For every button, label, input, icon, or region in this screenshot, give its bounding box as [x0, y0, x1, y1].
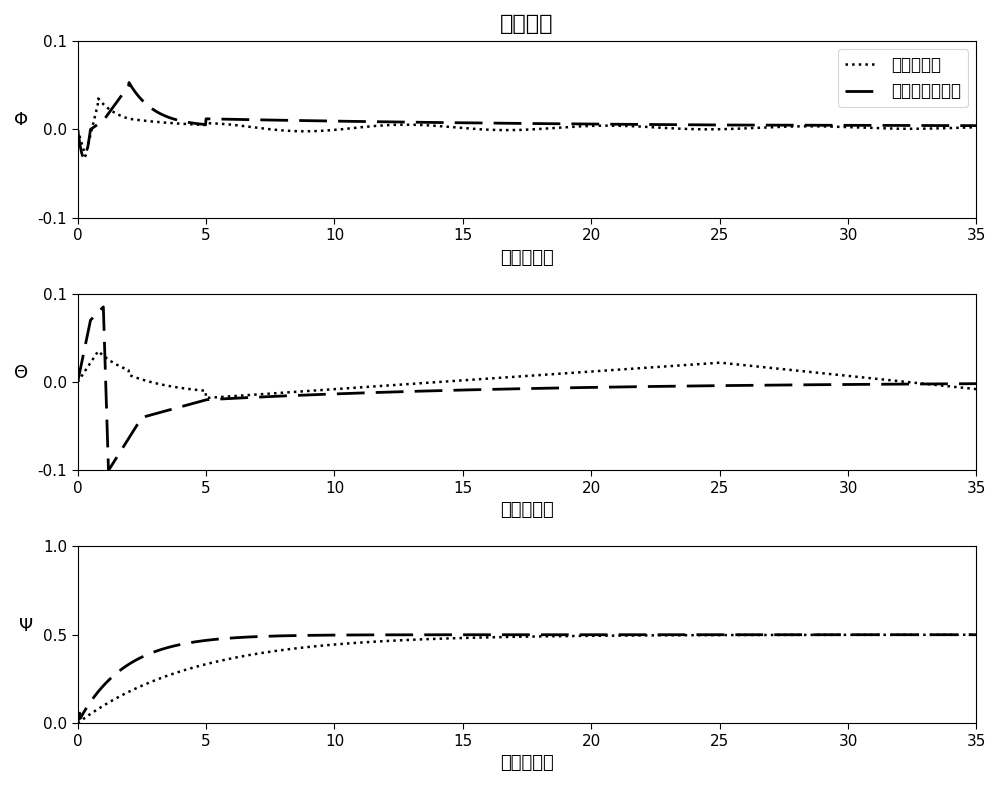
线性滑模面	[971, 123, 983, 132]
快速终端滑模面	[344, 630, 356, 640]
线性滑模面	[887, 630, 899, 640]
快速终端滑模面	[177, 402, 189, 411]
线性滑模面	[72, 718, 84, 728]
线性滑模面	[79, 151, 91, 160]
线性滑模面	[176, 384, 188, 393]
线性滑模面	[344, 638, 356, 648]
线性滑模面	[92, 94, 104, 103]
快速终端滑模面	[301, 116, 313, 126]
快速终端滑模面	[123, 78, 135, 87]
Line: 快速终端滑模面: 快速终端滑模面	[78, 307, 977, 471]
Y-axis label: Θ: Θ	[14, 364, 28, 382]
快速终端滑模面	[114, 666, 126, 675]
X-axis label: 时间（秒）: 时间（秒）	[500, 754, 554, 772]
快速终端滑模面	[862, 380, 874, 389]
线性滑模面	[971, 630, 983, 640]
快速终端滑模面	[300, 630, 312, 640]
快速终端滑模面	[115, 446, 127, 456]
快速终端滑模面	[301, 391, 313, 400]
线性滑模面	[345, 123, 357, 133]
线性滑模面	[971, 384, 983, 394]
快速终端滑模面	[971, 379, 983, 388]
线性滑模面	[200, 393, 212, 402]
Title: 姿态跟踪: 姿态跟踪	[500, 14, 554, 34]
线性滑模面	[114, 692, 126, 701]
快速终端滑模面	[97, 302, 109, 311]
Line: 线性滑模面: 线性滑模面	[78, 98, 977, 156]
快速终端滑模面	[114, 93, 126, 102]
快速终端滑模面	[176, 640, 188, 649]
线性滑模面	[862, 373, 874, 383]
快速终端滑模面	[862, 121, 874, 130]
快速终端滑模面	[177, 116, 189, 126]
线性滑模面	[300, 642, 312, 652]
线性滑模面	[888, 376, 900, 385]
X-axis label: 时间（秒）: 时间（秒）	[500, 249, 554, 266]
线性滑模面	[177, 119, 189, 129]
X-axis label: 时间（秒）: 时间（秒）	[500, 501, 554, 520]
快速终端滑模面	[887, 630, 899, 640]
快速终端滑模面	[72, 377, 84, 387]
快速终端滑模面	[971, 630, 983, 640]
线性滑模面	[888, 124, 900, 134]
快速终端滑模面	[861, 630, 873, 640]
快速终端滑模面	[345, 388, 357, 398]
快速终端滑模面	[72, 125, 84, 134]
线性滑模面	[301, 127, 313, 136]
线性滑模面	[176, 667, 188, 676]
线性滑模面	[115, 111, 127, 120]
Line: 快速终端滑模面: 快速终端滑模面	[78, 635, 977, 723]
Y-axis label: Φ: Φ	[14, 112, 28, 130]
快速终端滑模面	[888, 380, 900, 389]
快速终端滑模面	[345, 116, 357, 126]
快速终端滑模面	[888, 121, 900, 130]
Line: 线性滑模面: 线性滑模面	[78, 351, 977, 398]
线性滑模面	[114, 362, 126, 371]
Y-axis label: Ψ: Ψ	[19, 617, 34, 635]
快速终端滑模面	[78, 153, 90, 163]
线性滑模面	[301, 387, 313, 396]
线性滑模面	[862, 123, 874, 133]
Line: 快速终端滑模面: 快速终端滑模面	[78, 83, 977, 158]
Legend: 线性滑模面, 快速终端滑模面: 线性滑模面, 快速终端滑模面	[838, 50, 968, 107]
线性滑模面	[72, 377, 84, 387]
快速终端滑模面	[971, 121, 983, 130]
线性滑模面	[345, 384, 357, 393]
线性滑模面	[861, 630, 873, 640]
快速终端滑模面	[72, 718, 84, 728]
Line: 线性滑模面: 线性滑模面	[78, 635, 977, 723]
线性滑模面	[72, 125, 84, 134]
线性滑模面	[92, 347, 104, 356]
快速终端滑模面	[102, 466, 114, 476]
